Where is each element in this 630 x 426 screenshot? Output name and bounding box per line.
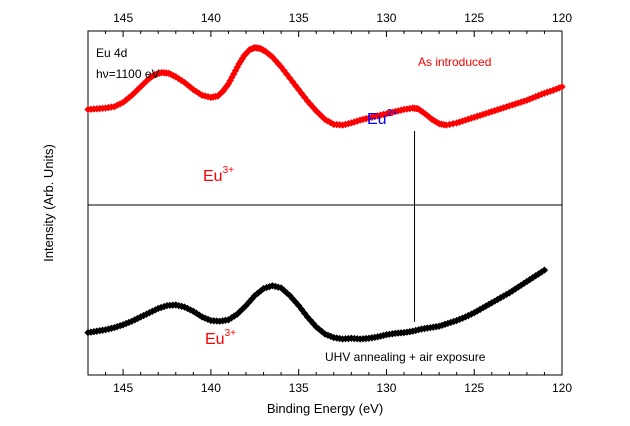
data-point-uhv-annealing (540, 266, 549, 274)
eu2-annotation-text: Eu (367, 111, 387, 128)
tick-label-top: 135 (289, 11, 309, 25)
axis-ticks (105, 31, 563, 375)
top-label-line1: Eu 4d (96, 46, 127, 60)
tick-label-bottom: 130 (376, 381, 396, 395)
tick-label-top: 140 (201, 11, 221, 25)
eu3-annotation-top-sup: 3+ (223, 165, 235, 176)
tick-label-bottom: 125 (464, 381, 484, 395)
y-axis-label: Intensity (Arb. Units) (41, 144, 56, 262)
plot-frame (87, 30, 563, 376)
tick-label-bottom: 140 (201, 381, 221, 395)
eu3-annotation-bottom-text: Eu (205, 331, 225, 348)
tick-label-top: 125 (464, 11, 484, 25)
tick-label-bottom: 120 (552, 381, 572, 395)
tick-label-top: 130 (376, 11, 396, 25)
eu3-annotation-top: Eu3+ (203, 165, 234, 185)
top-label-line2: hν=1100 eV (96, 67, 160, 81)
eu3-annotation-bottom-sup: 3+ (225, 328, 237, 339)
x-axis-label: Binding Energy (eV) (267, 401, 383, 416)
tick-label-top: 120 (552, 11, 572, 25)
tick-label-top: 145 (113, 11, 133, 25)
axis-tick-labels: 145 145 140 140 135 135 130 130 125 125 120 120 (113, 11, 572, 395)
eu2-annotation-sup: 2+ (387, 108, 399, 119)
eu3-annotation-bottom: Eu3+ (205, 328, 236, 348)
tick-label-bottom: 135 (289, 381, 309, 395)
eu3-annotation-top-text: Eu (203, 168, 223, 185)
bottom-condition-label: UHV annealing + air exposure (325, 350, 486, 364)
top-condition-label: As introduced (418, 55, 491, 69)
tick-label-bottom: 145 (113, 381, 133, 395)
series-as-introduced (84, 44, 566, 129)
series-uhv-annealing (84, 266, 549, 343)
eu2-annotation: Eu2+ (367, 108, 398, 128)
